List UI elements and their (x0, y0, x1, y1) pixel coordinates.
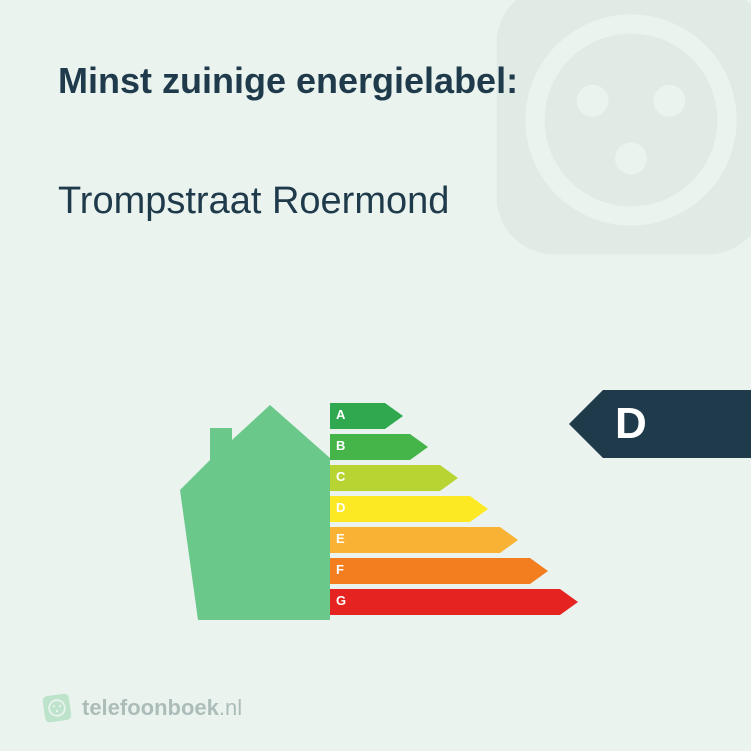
energy-label-chart: A B C D E F G (160, 400, 590, 640)
bar-shape (330, 589, 578, 615)
watermark-icon (471, 0, 751, 280)
bar-label: F (336, 562, 344, 577)
bar-label: G (336, 593, 346, 608)
bar-shape (330, 527, 518, 553)
bar-shape (330, 496, 488, 522)
brand-rest: .nl (219, 695, 242, 720)
house-icon (160, 400, 330, 620)
brand-icon (42, 693, 72, 723)
brand-text: telefoonboek.nl (82, 695, 242, 721)
bar-label: B (336, 438, 345, 453)
badge-letter: D (603, 390, 751, 458)
bar-label: A (336, 407, 345, 422)
brand-bold: telefoonboek (82, 695, 219, 720)
page-title: Minst zuinige energielabel: (58, 60, 518, 102)
bar-label: E (336, 531, 345, 546)
badge-arrow (569, 390, 603, 458)
footer-brand: telefoonboek.nl (42, 693, 242, 723)
location-name: Trompstraat Roermond (58, 180, 449, 223)
bar-label: D (336, 500, 345, 515)
rating-badge: D (569, 390, 751, 458)
bar-label: C (336, 469, 345, 484)
bar-shape (330, 558, 548, 584)
bar-shape (330, 465, 458, 491)
